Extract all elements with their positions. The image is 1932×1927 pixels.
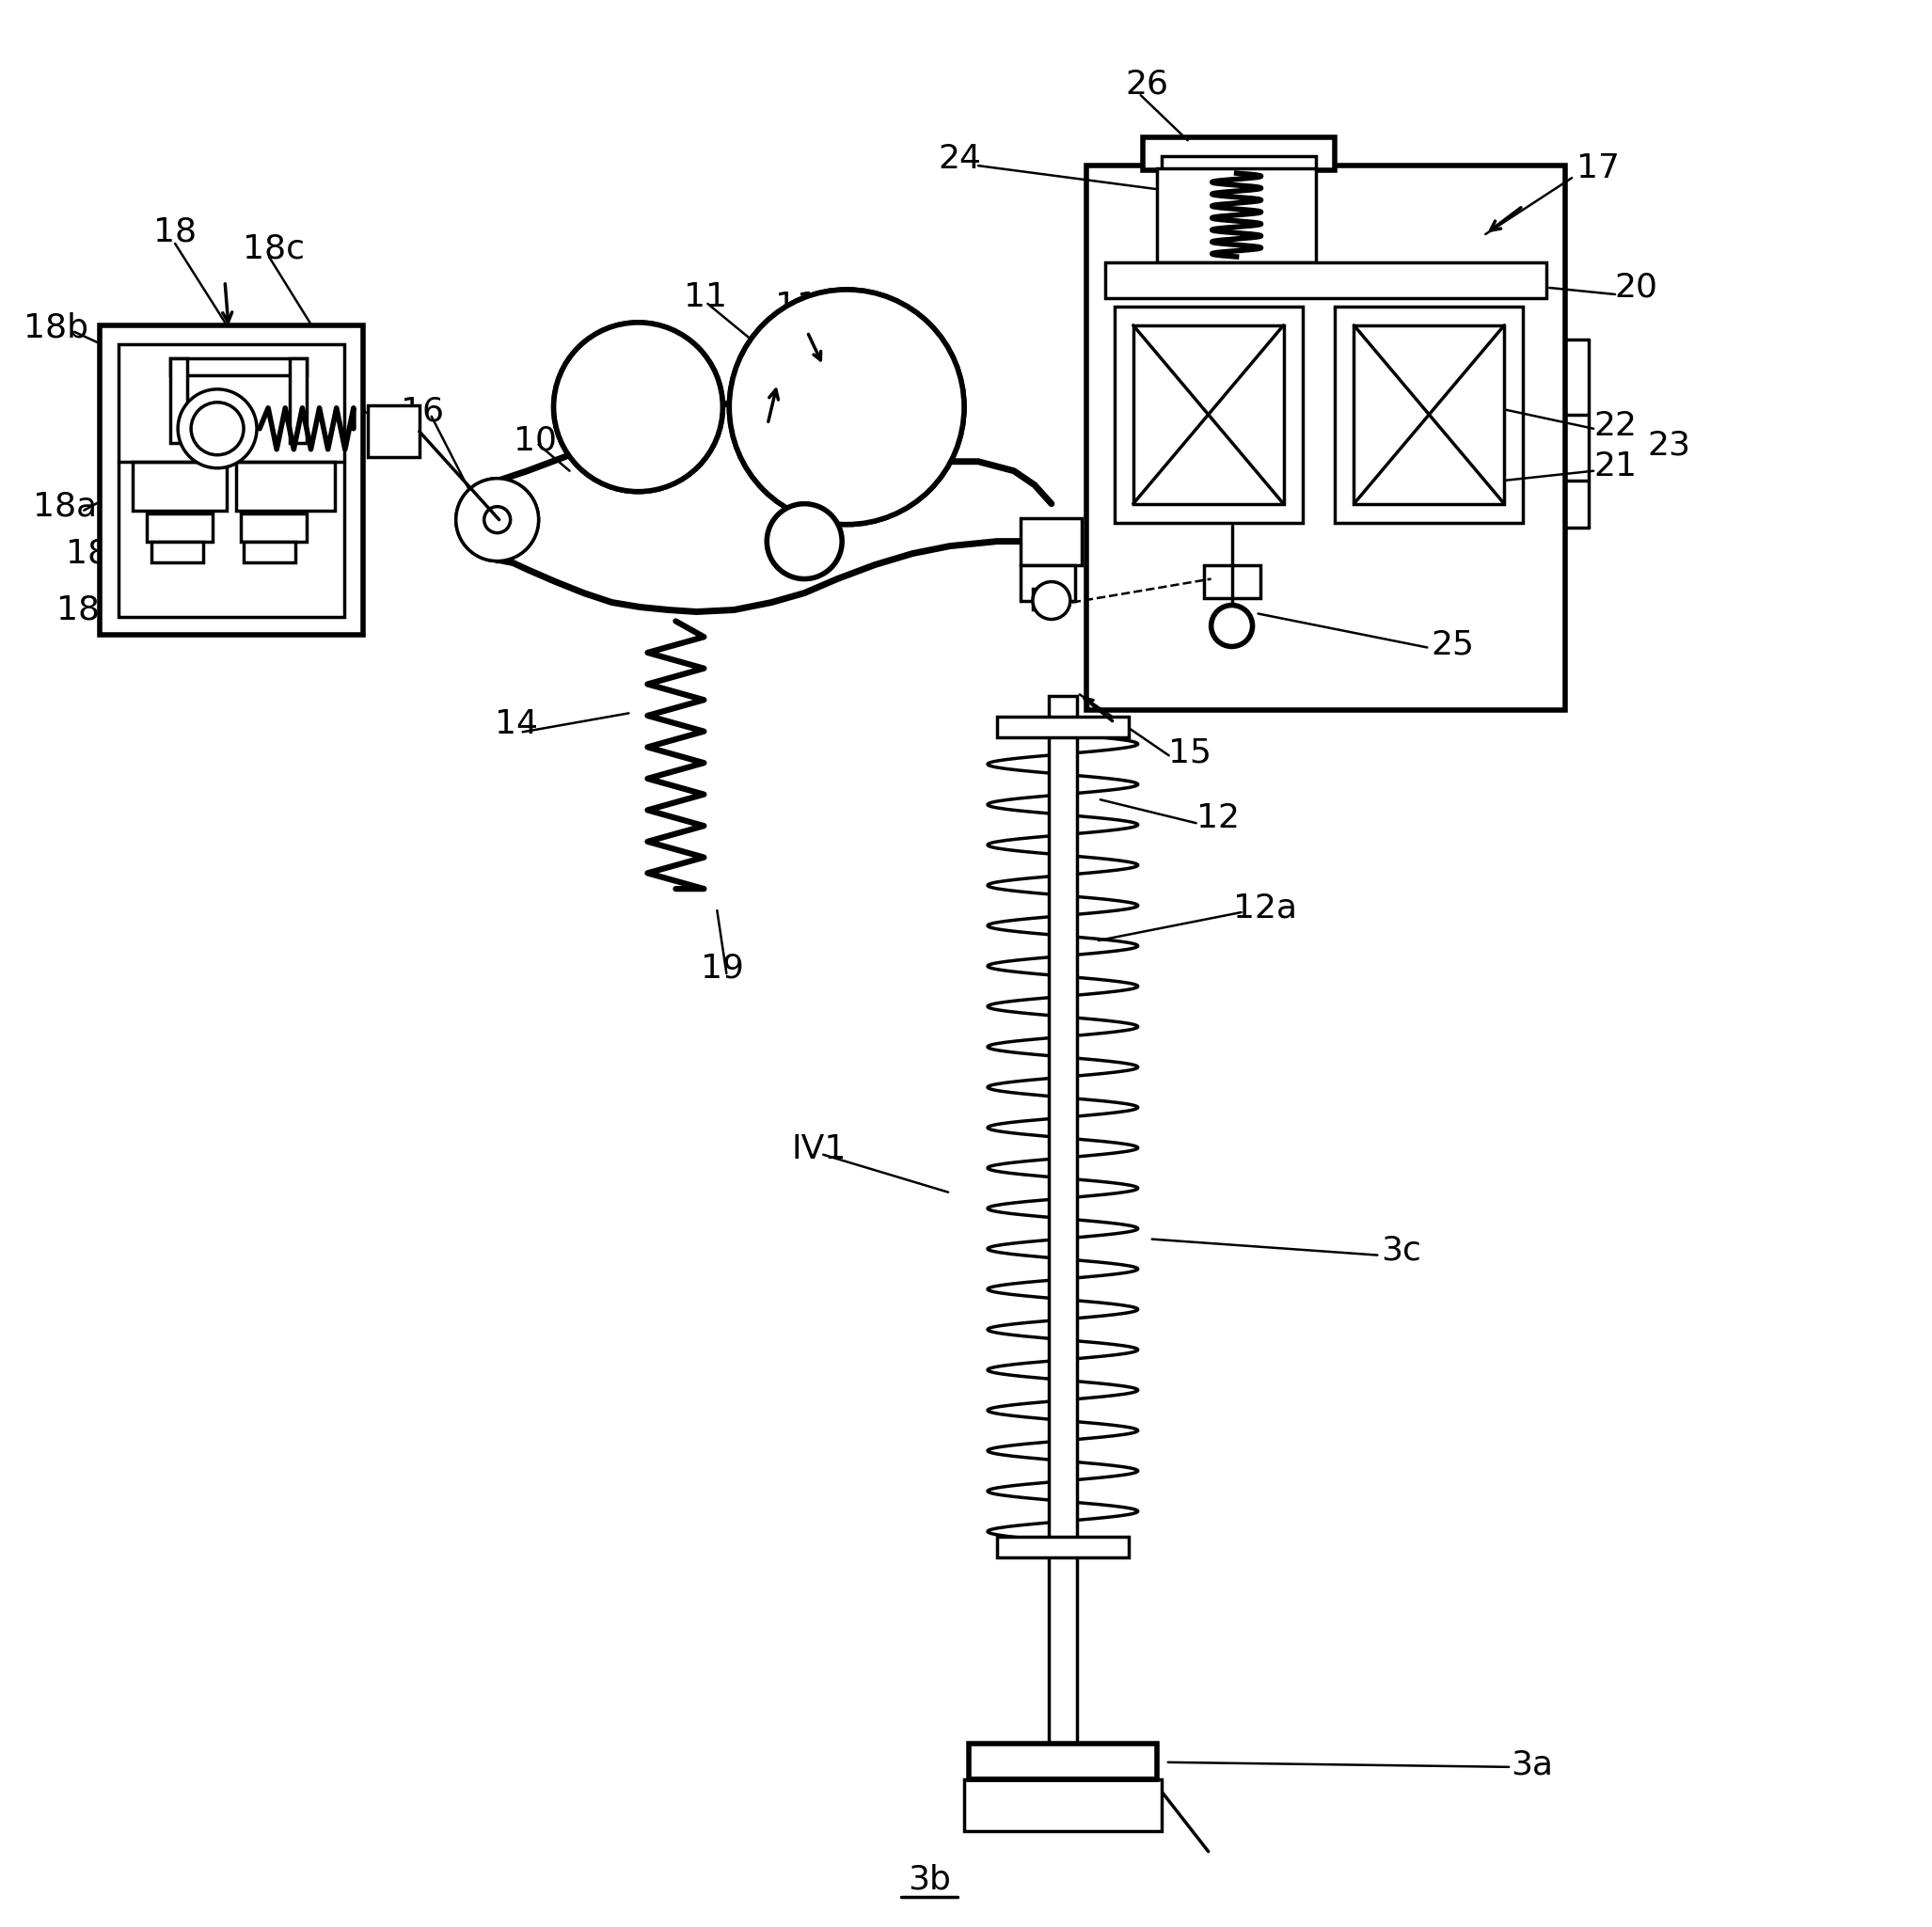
Bar (243, 541, 296, 563)
Circle shape (1034, 582, 1070, 619)
Text: 19: 19 (701, 952, 744, 985)
Text: 24: 24 (937, 143, 981, 175)
Bar (1049, 696, 1076, 1744)
Bar (1204, 565, 1260, 597)
Bar (1354, 326, 1505, 503)
Bar (133, 461, 226, 511)
Bar (1020, 565, 1074, 601)
Bar (118, 345, 344, 617)
Text: 18g: 18g (216, 499, 280, 532)
Bar (100, 326, 363, 636)
Text: 18b: 18b (23, 312, 89, 345)
Text: 26: 26 (1126, 67, 1169, 100)
Bar (236, 461, 334, 511)
Text: 20: 20 (1613, 272, 1658, 304)
Circle shape (456, 478, 539, 561)
Circle shape (620, 397, 638, 416)
Bar (997, 717, 1128, 738)
Text: 3c: 3c (1381, 1235, 1422, 1266)
Circle shape (728, 289, 964, 524)
Text: 15: 15 (1169, 736, 1211, 769)
Circle shape (767, 503, 842, 578)
Circle shape (485, 507, 510, 534)
Bar (170, 358, 187, 443)
Bar (1115, 306, 1302, 522)
Bar (147, 513, 213, 541)
Bar (1157, 168, 1316, 262)
Circle shape (580, 349, 696, 464)
Bar (1134, 326, 1283, 503)
Circle shape (728, 289, 964, 524)
Bar (997, 1538, 1128, 1557)
Text: 3b: 3b (908, 1863, 951, 1896)
Bar (1142, 137, 1335, 170)
Text: 12: 12 (1196, 802, 1238, 834)
Bar (242, 513, 307, 541)
Text: 11a: 11a (775, 291, 838, 322)
Text: 22: 22 (1594, 410, 1636, 441)
Circle shape (554, 322, 723, 491)
Bar (367, 405, 419, 457)
Bar (1020, 518, 1082, 565)
Bar (170, 358, 307, 376)
Text: 18e: 18e (66, 538, 129, 570)
Bar (1105, 262, 1546, 299)
Text: 18a: 18a (33, 491, 97, 522)
Bar (964, 1779, 1161, 1831)
Text: 11: 11 (684, 281, 728, 312)
Circle shape (191, 403, 243, 455)
Bar (290, 358, 307, 443)
Bar (1034, 588, 1063, 609)
Bar (1161, 156, 1316, 170)
Circle shape (554, 322, 723, 491)
Text: 18c: 18c (243, 233, 305, 264)
Bar (1086, 166, 1565, 711)
Bar (1335, 306, 1522, 522)
Text: 14: 14 (495, 709, 537, 740)
Circle shape (178, 389, 257, 468)
Circle shape (485, 507, 510, 534)
Text: IV1: IV1 (790, 1133, 846, 1166)
Bar (151, 541, 203, 563)
Text: 21: 21 (1594, 451, 1636, 482)
Text: 12a: 12a (1233, 892, 1296, 923)
Text: 16: 16 (400, 395, 444, 428)
Text: 3a: 3a (1511, 1750, 1553, 1781)
Text: 17: 17 (1577, 152, 1619, 185)
Text: 18d: 18d (56, 594, 122, 626)
Text: 23: 23 (1646, 430, 1690, 462)
Bar (1049, 1744, 1076, 1786)
Text: 25: 25 (1432, 628, 1474, 661)
Text: 18f: 18f (135, 557, 191, 588)
Text: 18: 18 (153, 216, 197, 247)
Text: 10: 10 (514, 424, 556, 457)
Circle shape (1211, 605, 1252, 647)
Circle shape (456, 478, 539, 561)
Bar (968, 1744, 1157, 1779)
